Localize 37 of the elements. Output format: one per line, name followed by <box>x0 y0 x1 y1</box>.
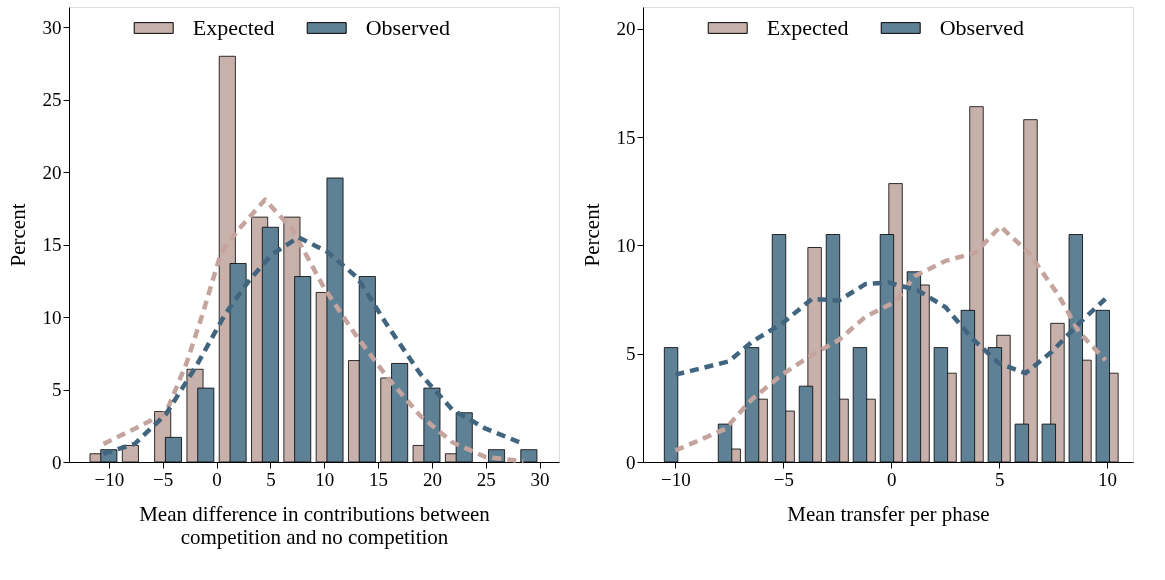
y-tick-label: 15 <box>42 234 62 256</box>
x-tick-label: 25 <box>476 468 496 490</box>
x-tick-label: 5 <box>994 468 1005 490</box>
x-tick-label: −10 <box>661 468 691 490</box>
y-tick-label: 10 <box>42 306 62 328</box>
line-series <box>673 224 1108 453</box>
y-tick-label: 15 <box>616 126 636 148</box>
x-tick-label: 30 <box>530 468 550 490</box>
x-tick-label: 20 <box>422 468 442 490</box>
y-axis-title: Percent <box>5 203 30 267</box>
y-tick-label: 20 <box>42 161 62 183</box>
x-tick-label: −5 <box>773 468 794 490</box>
legend-label: Observed <box>939 15 1025 40</box>
x-tick-label: 10 <box>315 468 335 490</box>
legend-label: Expected <box>192 15 275 40</box>
y-tick-label: 0 <box>52 451 62 473</box>
y-tick-label: 5 <box>626 343 636 365</box>
y-axis-title: Percent <box>579 203 604 267</box>
x-tick-label: 0 <box>212 468 222 490</box>
y-tick-label: 30 <box>42 16 62 38</box>
y-tick-label: 20 <box>616 18 636 40</box>
x-axis-title: Mean difference in contributions between competition and no competition <box>139 501 491 549</box>
legend-label: Expected <box>766 15 849 40</box>
y-tick-label: 5 <box>52 379 62 401</box>
y-tick-label: 10 <box>616 234 636 256</box>
x-tick-label: 0 <box>886 468 897 490</box>
line-series <box>101 197 526 464</box>
line-series <box>673 280 1108 377</box>
x-tick-label: −10 <box>94 468 125 490</box>
x-axis-title: Mean transfer per phase <box>787 501 990 526</box>
x-tick-label: 5 <box>266 468 276 490</box>
y-tick-label: 25 <box>42 89 62 111</box>
legend-label: Observed <box>365 15 451 40</box>
x-tick-label: −5 <box>153 468 174 490</box>
x-tick-label: 15 <box>369 468 389 490</box>
x-tick-label: 10 <box>1098 468 1118 490</box>
y-tick-label: 0 <box>626 451 636 473</box>
